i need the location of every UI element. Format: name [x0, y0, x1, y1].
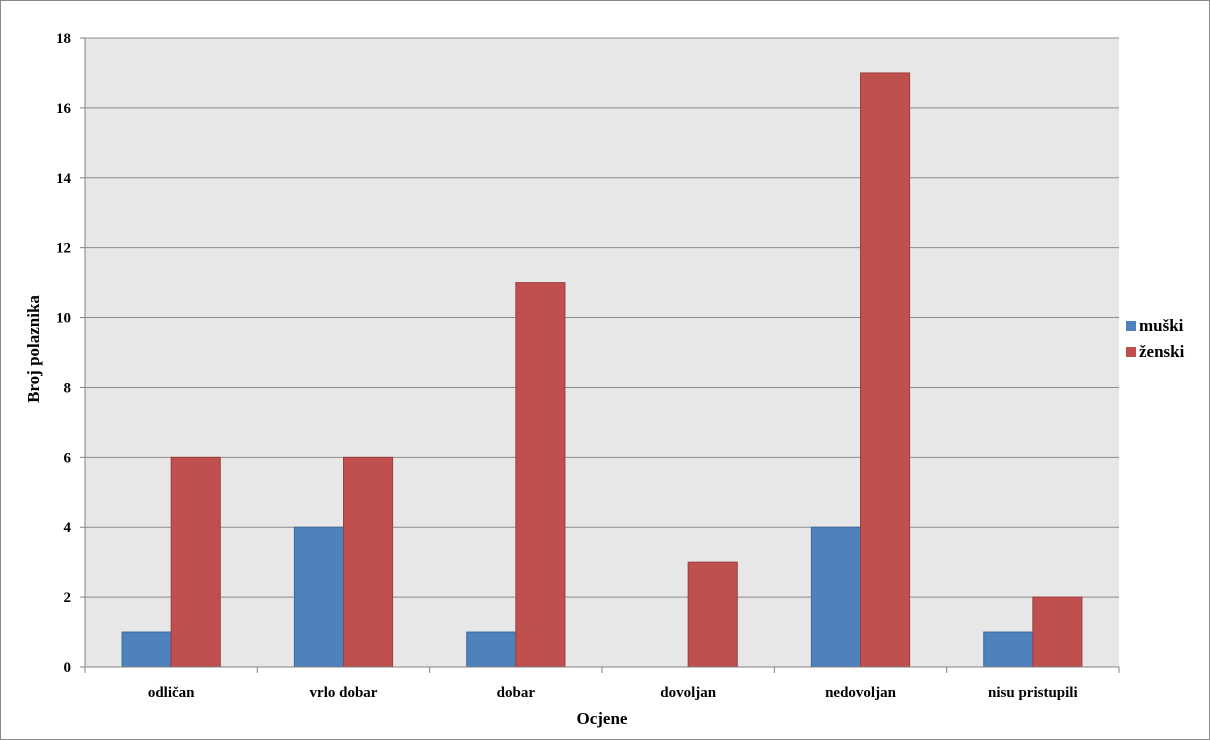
x-tick-label: odličan: [148, 685, 195, 701]
y-tick-label: 18: [56, 31, 71, 47]
bar-muski: [810, 526, 862, 668]
y-tick-label: 4: [64, 520, 72, 536]
y-axis-ticks: 0 2 4 6 8 10 12 14 16 18: [56, 31, 85, 676]
x-tick-label: vrlo dobar: [310, 685, 378, 701]
y-tick-label: 8: [64, 380, 72, 396]
x-axis-ticks: odličan vrlo dobar dobar dovoljan nedovoljan…: [84, 667, 1120, 701]
y-tick-label: 0: [64, 660, 72, 676]
bar-zenski: [687, 561, 738, 668]
legend: muški ženski: [1126, 316, 1185, 361]
legend-label: ženski: [1139, 342, 1185, 361]
y-axis-title: Broj polaznika: [24, 295, 43, 403]
y-tick-label: 16: [56, 101, 72, 117]
bar-zenski: [515, 282, 566, 668]
y-tick-label: 14: [56, 171, 72, 187]
bars: [121, 72, 1083, 668]
x-axis-title: Ocjene: [577, 709, 628, 728]
x-tick-label: nisu pristupili: [988, 685, 1078, 701]
gridlines: [85, 37, 1119, 598]
legend-label: muški: [1139, 316, 1184, 335]
bar-muski: [293, 526, 345, 668]
bar-zenski: [170, 456, 221, 668]
bar-muski: [466, 631, 517, 668]
bar-zenski: [343, 456, 394, 668]
plot-area: [85, 38, 1119, 667]
y-tick-label: 12: [56, 241, 71, 257]
x-tick-label: dobar: [497, 685, 536, 701]
x-tick-label: nedovoljan: [825, 685, 897, 701]
y-tick-label: 2: [64, 590, 72, 606]
bar-muski: [121, 631, 172, 668]
legend-swatch: [1126, 321, 1136, 331]
y-tick-label: 6: [64, 450, 72, 466]
bar-zenski: [1032, 596, 1083, 668]
bar-muski: [983, 631, 1034, 668]
legend-swatch: [1126, 347, 1136, 357]
x-tick-label: dovoljan: [660, 685, 717, 701]
bar-zenski: [860, 72, 911, 668]
y-tick-label: 10: [56, 311, 71, 327]
